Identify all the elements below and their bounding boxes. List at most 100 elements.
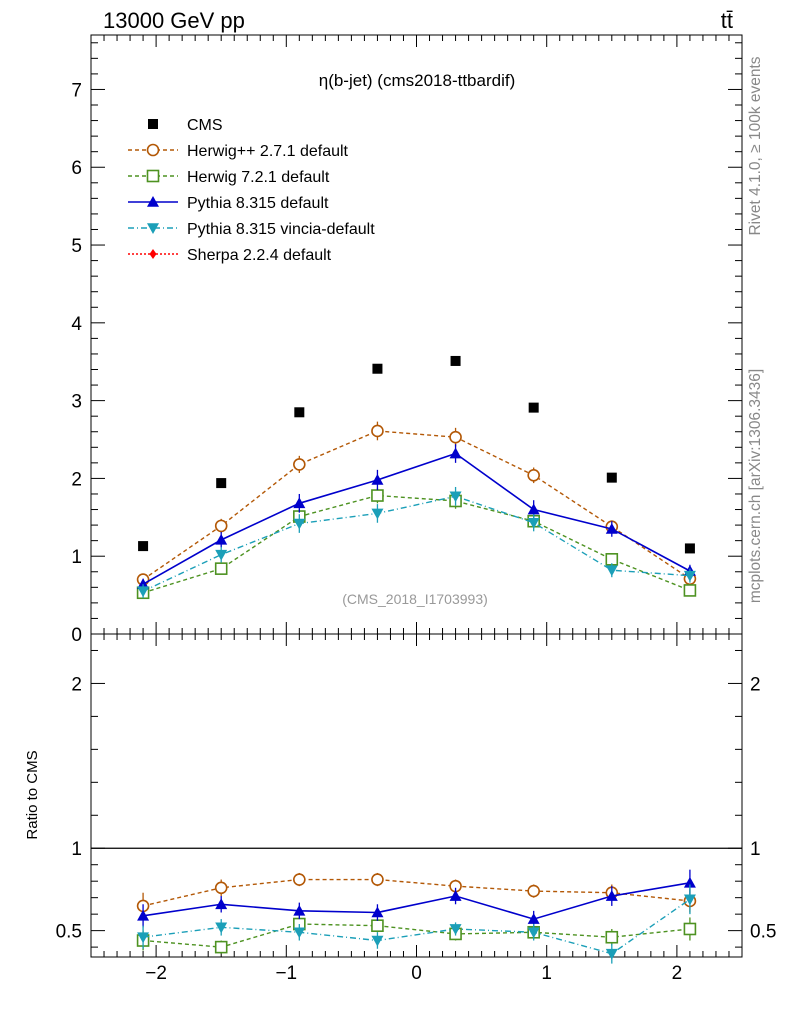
cms-data-point [528,402,539,413]
point-pythia-8-315-vincia-default [371,508,384,520]
ratio-axis-label: Ratio to CMS [24,750,41,839]
analysis-watermark: (CMS_2018_I1703993) [342,591,488,607]
ratio-point-pythia-8-315-default [683,876,696,888]
ratio-point-pythia-8-315-vincia-default [449,924,462,935]
ratio-point-herwig-7-2-1-default [371,919,384,932]
legend-label-cms: CMS [187,117,223,134]
y-tick-label: 6 [71,158,82,179]
ratio-y-tick-label: 1 [71,839,82,860]
ratio-point-pythia-8-315-vincia-default [683,894,696,906]
ratio-point-pythia-8-315-default [527,913,540,924]
ratio-y-tick-label: 2 [750,674,761,695]
legend-marker-herwig-7-2-1-default [146,169,160,183]
mcplots-label: mcplots.cern.ch [arXiv:1306.3436] [747,369,764,603]
point-pythia-8-315-default [215,533,228,545]
ratio-line-pythia-8-315-default [142,882,691,920]
point-herwig-2-7-1-default [527,469,540,482]
process-label: tt̄ [721,8,733,33]
point-pythia-8-315-default [137,578,150,590]
point-pythia-8-315-default [527,503,540,515]
axis-ticks [91,35,742,957]
legend-label-herwig-7-2-1-default: Herwig 7.2.1 default [187,169,330,186]
point-pythia-8-315-default [605,522,618,534]
ratio-point-herwig-7-2-1-default [605,930,619,944]
cms-data-point [138,541,149,552]
legend-marker-cms [148,119,158,129]
series-line-herwig-7-2-1-default [142,494,691,594]
x-tick-label: 1 [541,963,552,984]
point-herwig-7-2-1-default [214,562,228,575]
ratio-y-tick-label: 0.5 [56,922,82,943]
point-herwig-7-2-1-default [371,489,384,502]
ratio-point-pythia-8-315-default [371,906,384,918]
legend-marker-sherpa-2-2-4-default [149,249,157,259]
point-pythia-8-315-default [449,447,462,459]
cms-data-point [606,472,617,483]
energy-label: 13000 GeV pp [103,8,245,33]
y-tick-label: 7 [71,80,82,101]
legend-label-herwig-2-7-1-default: Herwig++ 2.7.1 default [187,143,349,160]
ratio-line-herwig-7-2-1-default [143,923,690,948]
legend-label-pythia-8-315-vincia-default: Pythia 8.315 vincia-default [187,221,375,238]
ratio-y-tick-label: 1 [750,839,761,860]
series-line-herwig-2-7-1-default [142,430,691,581]
ratio-line-pythia-8-315-vincia-default [142,898,691,955]
point-pythia-8-315-vincia-default [683,570,696,582]
x-tick-label: −2 [145,963,167,984]
ratio-point-pythia-8-315-default [215,898,228,910]
point-herwig-2-7-1-default [449,430,462,444]
y-tick-label: 2 [71,469,82,490]
ratio-point-herwig-2-7-1-default [527,884,540,898]
point-pythia-8-315-vincia-default [449,491,462,503]
point-pythia-8-315-vincia-default [293,518,306,530]
y-tick-label: 1 [71,547,82,568]
ratio-point-herwig-7-2-1-default [214,940,228,954]
legend: CMS Herwig++ 2.7.1 default Herwig 7.2.1 de… [128,117,375,264]
point-pythia-8-315-default [371,473,384,485]
x-tick-label: −1 [275,963,297,984]
axis-tick-labels: −2 −1 0 1 2 0 1 2 3 4 5 6 7 0.5 0.5 1 1 2 2 [56,80,777,984]
point-pythia-8-315-vincia-default [215,549,228,561]
series-line-pythia-8-315-vincia-default [142,495,690,592]
ratio-point-pythia-8-315-vincia-default [137,932,150,944]
point-pythia-8-315-default [293,497,306,509]
legend-marker-pythia-8-315-vincia-default [147,223,159,234]
series-line-pythia-8-315-default [142,452,691,585]
point-herwig-2-7-1-default [214,519,228,533]
y-tick-label: 0 [71,625,82,646]
series-layer [136,421,697,964]
ratio-point-pythia-8-315-vincia-default [293,927,306,939]
ratio-point-pythia-8-315-vincia-default [215,922,228,934]
ratio-point-pythia-8-315-vincia-default [527,927,540,939]
ratio-line-herwig-2-7-1-default [142,878,690,907]
point-pythia-8-315-vincia-default [605,565,618,577]
y-tick-label: 4 [71,314,82,335]
ratio-point-pythia-8-315-default [293,904,306,916]
cms-data-point [216,478,227,489]
legend-label-pythia-8-315-default: Pythia 8.315 default [187,195,329,212]
cms-data-point [294,407,305,418]
point-herwig-7-2-1-default [683,584,697,597]
y-tick-label: 5 [71,236,82,257]
ratio-point-herwig-7-2-1-default [683,922,697,936]
cms-data-point [372,363,383,374]
point-herwig-2-7-1-default [371,424,384,438]
ratio-point-pythia-8-315-vincia-default [371,935,384,947]
y-tick-label: 3 [71,392,82,413]
chart-title: η(b-jet) (cms2018-ttbardif) [319,71,516,90]
point-pythia-8-315-vincia-default [137,586,150,598]
ratio-y-tick-label: 2 [71,674,82,695]
point-pythia-8-315-vincia-default [527,517,540,529]
ratio-point-herwig-2-7-1-default [293,873,306,886]
ratio-point-herwig-2-7-1-default [371,873,384,886]
ratio-y-tick-label: 0.5 [750,922,776,943]
ratio-point-pythia-8-315-default [605,890,618,901]
legend-marker-herwig-2-7-1-default [146,143,160,157]
data-points-layer [138,355,695,554]
ratio-point-pythia-8-315-default [137,909,150,921]
ratio-point-herwig-2-7-1-default [214,881,228,895]
legend-label-sherpa-2-2-4-default: Sherpa 2.2.4 default [187,247,332,264]
rivet-version-label: Rivet 4.1.0, ≥ 100k events [747,56,764,235]
x-tick-label: 0 [411,963,422,984]
